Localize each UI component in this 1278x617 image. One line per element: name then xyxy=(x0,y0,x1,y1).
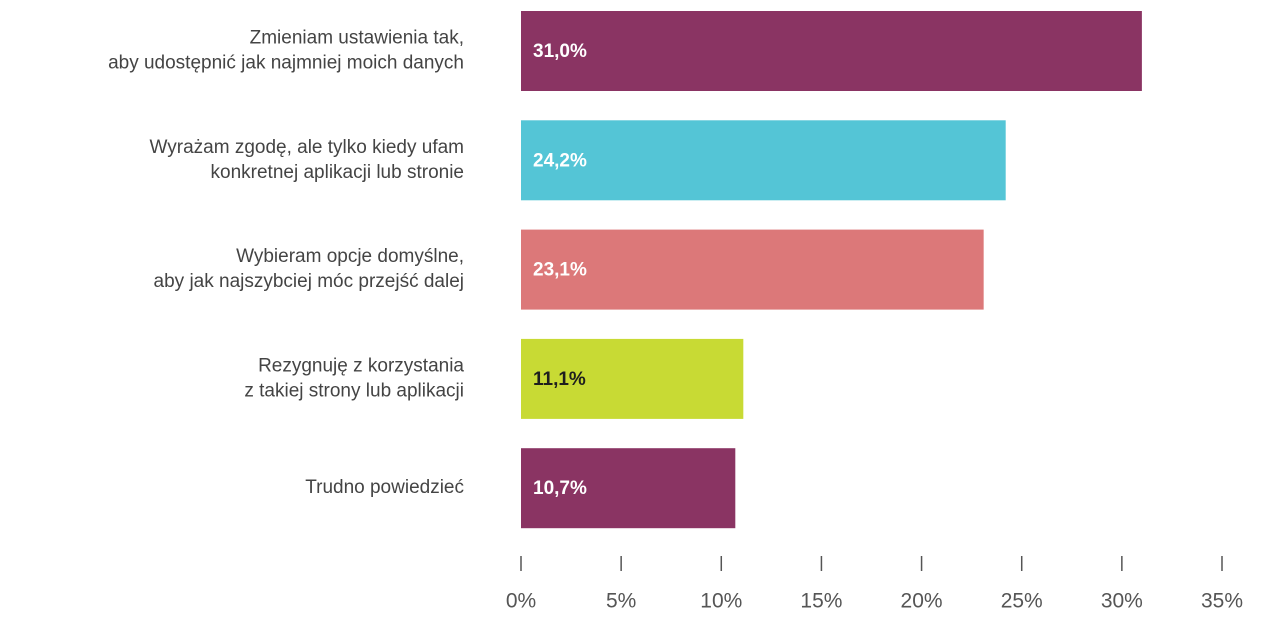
category-label: Zmieniam ustawienia tak, aby udostępnić j… xyxy=(108,28,464,74)
value-label: 31,0% xyxy=(533,41,587,62)
x-tick-label: 0% xyxy=(506,590,536,612)
bar xyxy=(521,338,744,419)
category-label: Trudno powiedzieć xyxy=(305,477,464,498)
category-label: Wyrażam zgodę, ale tylko kiedy ufam konkr… xyxy=(149,137,464,183)
bar xyxy=(521,448,736,529)
category-line: aby udostępnić jak najmniej moich danych xyxy=(108,53,464,74)
category-line: Wybieram opcje domyślne, xyxy=(236,246,464,267)
category-line: z takiej strony lub aplikacji xyxy=(244,380,464,401)
x-tick-label: 20% xyxy=(901,590,943,612)
category-label: Wybieram opcje domyślne, aby jak najszybc… xyxy=(154,246,464,292)
category-label: Rezygnuję z korzystania z takiej strony l… xyxy=(244,355,464,401)
category-line: konkretnej aplikacji lub stronie xyxy=(211,162,464,183)
value-label: 24,2% xyxy=(533,150,587,171)
category-line: Rezygnuję z korzystania xyxy=(258,355,464,376)
bar xyxy=(521,229,984,310)
value-label: 23,1% xyxy=(533,260,587,281)
x-tick-label: 30% xyxy=(1101,590,1143,612)
category-line: Trudno powiedzieć xyxy=(305,477,464,498)
x-tick-label: 15% xyxy=(800,590,842,612)
category-line: Zmieniam ustawienia tak, xyxy=(250,28,464,49)
value-label: 10,7% xyxy=(533,478,587,499)
value-label: 11,1% xyxy=(533,369,586,390)
x-tick-label: 10% xyxy=(700,590,742,612)
x-tick-label: 5% xyxy=(606,590,636,612)
x-tick-label: 35% xyxy=(1201,590,1243,612)
x-tick-label: 25% xyxy=(1001,590,1043,612)
bar xyxy=(521,120,1006,201)
category-line: aby jak najszybciej móc przejść dalej xyxy=(154,271,464,292)
bar xyxy=(521,11,1142,91)
category-line: Wyrażam zgodę, ale tylko kiedy ufam xyxy=(149,137,464,158)
